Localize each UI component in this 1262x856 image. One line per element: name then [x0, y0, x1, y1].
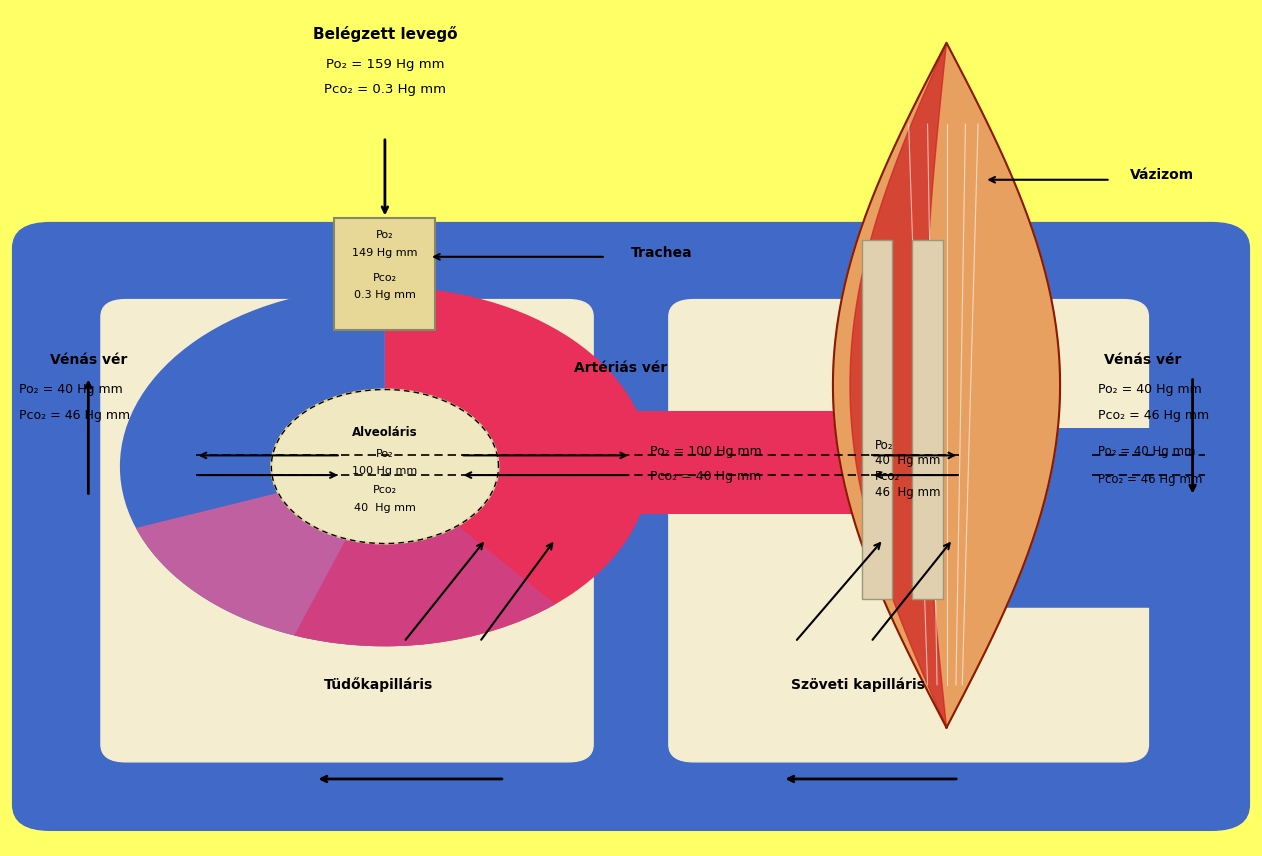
- Text: 100 Hg mm: 100 Hg mm: [352, 466, 418, 476]
- FancyBboxPatch shape: [669, 300, 1148, 762]
- FancyBboxPatch shape: [467, 411, 871, 514]
- Text: Po₂ = 40 Hg mm: Po₂ = 40 Hg mm: [1098, 444, 1195, 458]
- Text: Po₂ = 40 Hg mm: Po₂ = 40 Hg mm: [1098, 383, 1201, 396]
- FancyBboxPatch shape: [334, 218, 435, 330]
- Text: Pco₂ = 40 Hg mm: Pco₂ = 40 Hg mm: [650, 470, 761, 484]
- Text: Trachea: Trachea: [631, 246, 693, 259]
- Text: Artériás vér: Artériás vér: [574, 361, 668, 375]
- Wedge shape: [120, 287, 385, 646]
- Text: Pco₂: Pco₂: [372, 273, 398, 283]
- Text: 149 Hg mm: 149 Hg mm: [352, 247, 418, 258]
- Text: Vénás vér: Vénás vér: [1104, 353, 1181, 366]
- Text: Po₂ = 159 Hg mm: Po₂ = 159 Hg mm: [326, 57, 444, 71]
- Polygon shape: [833, 43, 1060, 728]
- Text: Vénás vér: Vénás vér: [50, 353, 127, 366]
- Text: Pco₂ = 46 Hg mm: Pco₂ = 46 Hg mm: [1098, 473, 1203, 486]
- Wedge shape: [136, 493, 430, 646]
- Bar: [862, 240, 892, 599]
- Wedge shape: [294, 526, 555, 646]
- Text: Vázizom: Vázizom: [1129, 169, 1194, 182]
- Text: 0.3 Hg mm: 0.3 Hg mm: [353, 290, 416, 300]
- Text: Belégzett levegő: Belégzett levegő: [313, 27, 457, 42]
- Bar: [912, 240, 943, 599]
- Text: 40  Hg mm: 40 Hg mm: [353, 502, 416, 513]
- FancyBboxPatch shape: [13, 223, 1249, 830]
- Text: Pco₂ = 46 Hg mm: Pco₂ = 46 Hg mm: [19, 408, 130, 422]
- Text: Po₂: Po₂: [875, 438, 893, 452]
- Text: Tüdőkapilláris: Tüdőkapilláris: [324, 677, 433, 693]
- Text: Pco₂ = 0.3 Hg mm: Pco₂ = 0.3 Hg mm: [324, 83, 445, 97]
- Text: Alveoláris: Alveoláris: [352, 425, 418, 439]
- Text: Pco₂: Pco₂: [875, 470, 900, 484]
- Text: Szöveti kapilláris: Szöveti kapilláris: [791, 678, 925, 692]
- Circle shape: [271, 389, 498, 544]
- FancyBboxPatch shape: [101, 300, 593, 762]
- Text: Po₂: Po₂: [376, 229, 394, 240]
- Wedge shape: [385, 287, 650, 646]
- Circle shape: [271, 389, 498, 544]
- Polygon shape: [851, 43, 946, 728]
- Text: Po₂ = 40 Hg mm: Po₂ = 40 Hg mm: [19, 383, 122, 396]
- Text: 40  Hg mm: 40 Hg mm: [875, 454, 940, 467]
- Text: Pco₂: Pco₂: [372, 485, 398, 496]
- Text: Po₂ = 100 Hg mm: Po₂ = 100 Hg mm: [650, 444, 762, 458]
- FancyBboxPatch shape: [940, 428, 1218, 608]
- Text: Pco₂ = 46 Hg mm: Pco₂ = 46 Hg mm: [1098, 408, 1209, 422]
- Text: 46  Hg mm: 46 Hg mm: [875, 485, 940, 499]
- Text: Po₂: Po₂: [376, 449, 394, 459]
